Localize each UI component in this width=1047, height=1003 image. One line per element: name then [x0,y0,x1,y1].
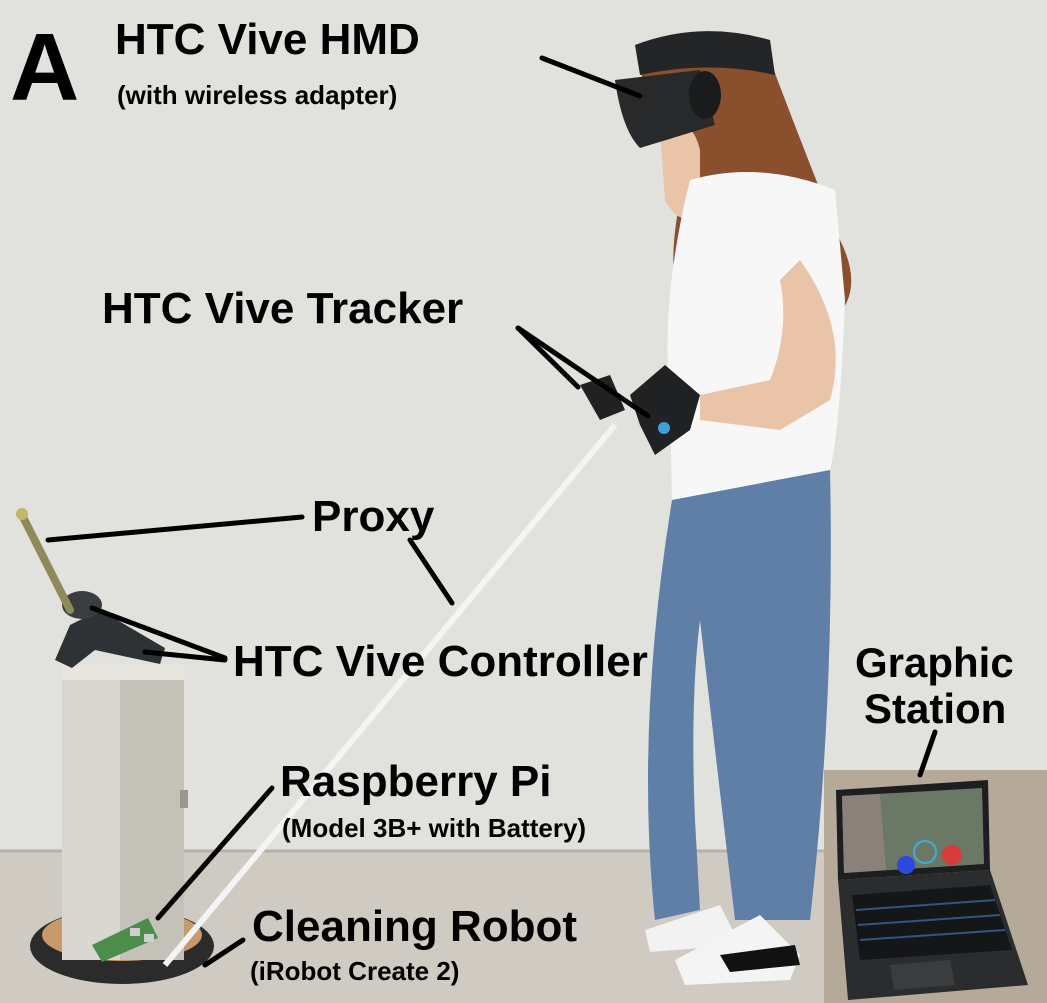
robot-label: Cleaning Robot [252,902,578,951]
panel-letter: A [10,14,80,121]
hmd-label: HTC Vive HMD [115,15,420,64]
white-cane [162,423,618,967]
controller-pointer-b [142,649,228,663]
raspberry-pi-pointer [155,785,275,921]
proxy-pointer-right [407,537,455,606]
pointer-lines [45,55,938,968]
graphic-station-label-line1: Graphic [855,639,1014,686]
tracker-label: HTC Vive Tracker [102,284,464,333]
vive-hmd [615,31,775,148]
vive-controller [16,508,165,668]
robot-sublabel: (iRobot Create 2) [250,956,460,986]
tracker-pointer-b [515,325,651,419]
robot-pointer [202,937,246,968]
controller-pointer-a [89,605,228,661]
graphic-station-inset [824,770,1047,1003]
raspberry-pi-sublabel: (Model 3B+ with Battery) [282,813,587,843]
graphic-station-pointer [917,729,938,778]
proxy-pointer-left [45,514,305,543]
person [580,37,852,985]
proxy-label: Proxy [312,492,435,541]
proxy-box [62,664,188,960]
graphic-station-label-line2: Station [864,685,1007,732]
raspberry-pi-label: Raspberry Pi [280,757,552,806]
hmd-sublabel: (with wireless adapter) [117,80,398,110]
hmd-pointer [539,55,643,99]
controller-label: HTC Vive Controller [233,637,648,686]
tracker-pointer-a [515,325,581,390]
raspberry-pi-board [92,918,158,962]
